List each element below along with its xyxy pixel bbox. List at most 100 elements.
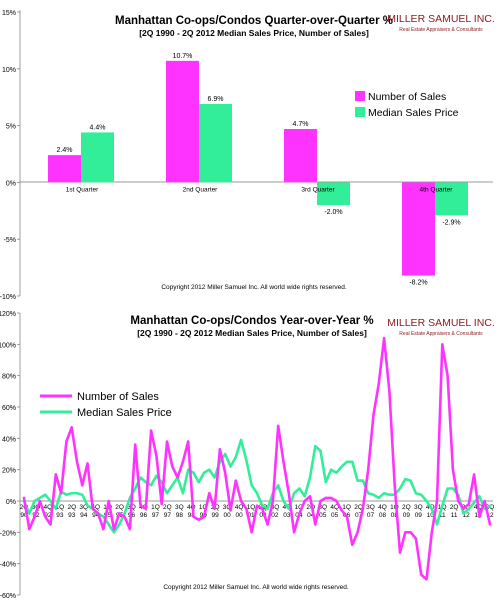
yoy-xtick-label-bottom: 04 (307, 512, 315, 519)
qoq-subtitle: [2Q 1990 - 2Q 2012 Median Sales Price, N… (139, 28, 369, 38)
yoy-xtick-label-bottom: 97 (164, 512, 172, 519)
qoq-bar (199, 104, 232, 183)
qoq-data-label: -2.0% (324, 209, 342, 216)
legend-label-price-2: Median Sales Price (77, 407, 172, 419)
yoy-ytick-label: -60% (0, 593, 16, 600)
yoy-xtick-label-bottom: 95 (104, 512, 112, 519)
yoy-series-line-price (22, 438, 492, 534)
yoy-xtick-label-bottom: 02 (259, 512, 267, 519)
yoy-xtick-label-top: 3Q (271, 504, 280, 511)
yoy-xtick-label-bottom: 00 (235, 512, 243, 519)
yoy-xtick-label-top: 2Q (163, 504, 172, 511)
yoy-xtick-label-bottom: 07 (355, 512, 363, 519)
yoy-ytick-label: 40% (2, 436, 16, 443)
yoy-xtick-label-bottom: 96 (140, 512, 148, 519)
qoq-bar (166, 60, 199, 183)
legend-label-sales-1: Number of Sales (368, 91, 446, 103)
yoy-xtick-label-bottom: 01 (247, 512, 255, 519)
yoy-xtick-label-bottom: 08 (391, 512, 399, 519)
yoy-xtick-label-top: 1Q (294, 504, 303, 511)
yoy-xtick-label-top: 2Q (402, 504, 411, 511)
yoy-xtick-label-top: 1Q (56, 504, 65, 511)
yoy-title: Manhattan Co-ops/Condos Year-over-Year % (130, 315, 373, 327)
qoq-data-label: -8.2% (409, 280, 427, 287)
legend-label-sales-2: Number of Sales (77, 391, 159, 403)
qoq-category-label: 2nd Quarter (183, 186, 219, 193)
yoy-xtick-label-top: 2Q (67, 504, 76, 511)
yoy-xtick-label-bottom: 94 (80, 512, 88, 519)
legend-label-price-1: Median Sales Price (368, 107, 459, 119)
yoy-xtick-label-top: 3Q (318, 504, 327, 511)
yoy-xtick-label-top: 3Q (79, 504, 88, 511)
qoq-bar (317, 182, 350, 206)
qoq-chart: Manhattan Co-ops/Condos Quarter-over-Qua… (0, 10, 495, 301)
yoy-subtitle: [2Q 1990 - 2Q 2012 Median Sales Price, N… (137, 328, 367, 338)
qoq-ytick-label: 0% (6, 180, 16, 187)
yoy-xtick-label-bottom: 90 (20, 512, 28, 519)
qoq-bar (284, 129, 317, 183)
yoy-xtick-label-top: 2Q (486, 504, 495, 511)
yoy-xtick-label-bottom: 99 (212, 512, 220, 519)
yoy-xtick-label-bottom: 98 (188, 512, 196, 519)
yoy-xtick-label-bottom: 03 (283, 512, 291, 519)
legend-swatch-sales-1 (355, 91, 365, 101)
yoy-xtick-label-bottom: 12 (462, 512, 470, 519)
yoy-xtick-label-bottom: 11 (439, 512, 446, 519)
brand-tagline-2: Real Estate Appraisers & Consultants (399, 331, 483, 337)
qoq-bar (81, 132, 114, 183)
yoy-xtick-label-top: 2Q (20, 504, 29, 511)
yoy-xtick-label-bottom: 09 (415, 512, 423, 519)
qoq-bar (435, 182, 468, 216)
qoq-ytick-label: -5% (4, 237, 16, 244)
yoy-xtick-label-top: 1Q (199, 504, 208, 511)
yoy-xtick-label-bottom: 09 (403, 512, 411, 519)
qoq-ytick-label: 10% (2, 67, 16, 74)
brand-tagline-1: Real Estate Appraisers & Consultants (399, 27, 483, 33)
yoy-xtick-label-top: 2Q (115, 504, 124, 511)
yoy-ytick-label: -20% (0, 530, 16, 537)
yoy-ytick-label: 0% (6, 499, 16, 506)
yoy-xtick-label-top: 3Q (366, 504, 375, 511)
yoy-legend: Number of Sales Median Sales Price (40, 391, 172, 419)
yoy-xtick-label-bottom: 94 (92, 512, 100, 519)
qoq-ytick-label: 5% (6, 124, 16, 131)
yoy-xtick-label-top: 1Q (247, 504, 256, 511)
yoy-xtick-label-top: 1Q (151, 504, 160, 511)
qoq-ytick-label: -10% (0, 294, 16, 301)
yoy-xtick-label-bottom: 98 (176, 512, 184, 519)
yoy-xtick-label-top: 2Q (450, 504, 459, 511)
yoy-ytick-label: 120% (0, 311, 16, 318)
yoy-xtick-label-top: 3Q (175, 504, 184, 511)
qoq-data-label: 6.9% (208, 96, 224, 103)
yoy-xtick-label-bottom: 97 (152, 512, 160, 519)
yoy-xtick-label-bottom: 08 (379, 512, 387, 519)
yoy-xtick-label-bottom: 07 (367, 512, 375, 519)
yoy-xtick-label-top: 2Q (354, 504, 363, 511)
yoy-xtick-label-top: 4Q (44, 504, 53, 511)
yoy-xtick-label-bottom: 00 (224, 512, 232, 519)
yoy-xtick-label-top: 1Q (342, 504, 351, 511)
qoq-category-label: 3rd Quarter (301, 186, 335, 193)
yoy-xtick-label-top: 2Q (306, 504, 315, 511)
yoy-ytick-label: 20% (2, 468, 16, 475)
yoy-xtick-label-top: 4Q (235, 504, 244, 511)
yoy-xtick-label-bottom: 11 (451, 512, 458, 519)
qoq-data-label: 4.4% (90, 124, 106, 131)
qoq-copyright: Copyright 2012 Miller Samuel Inc. All wo… (161, 284, 347, 291)
yoy-xtick-label-bottom: 93 (68, 512, 76, 519)
qoq-legend: Number of Sales Median Sales Price (355, 91, 459, 119)
qoq-data-label: 10.7% (173, 53, 193, 60)
legend-swatch-price-1 (355, 107, 365, 117)
qoq-data-label: 2.4% (57, 147, 73, 154)
qoq-bar (48, 155, 81, 183)
yoy-ytick-label: 60% (2, 405, 16, 412)
yoy-xtick-label-top: 3Q (414, 504, 423, 511)
yoy-xtick-label-top: 3Q (32, 504, 41, 511)
yoy-xtick-label-top: 3Q (223, 504, 232, 511)
yoy-series-line-sales (22, 336, 492, 581)
yoy-xtick-label-top: 4Q (187, 504, 196, 511)
qoq-bar (402, 182, 435, 276)
yoy-xtick-label-bottom: 92 (44, 512, 52, 519)
yoy-chart: Manhattan Co-ops/Condos Year-over-Year %… (0, 311, 495, 600)
